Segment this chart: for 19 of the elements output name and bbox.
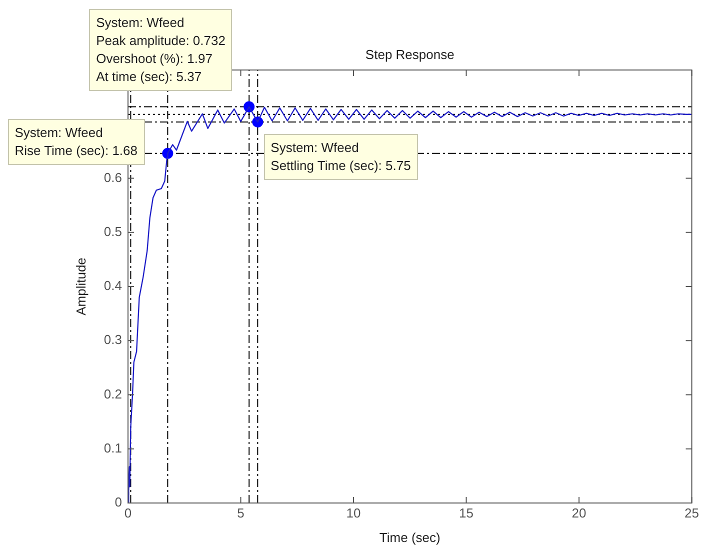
y-tick-label: 0.1 xyxy=(104,440,122,456)
y-axis-title: Amplitude xyxy=(73,258,88,316)
x-tick-label: 10 xyxy=(346,505,361,520)
y-tick-label: 0.4 xyxy=(104,278,122,294)
x-tick-label: 15 xyxy=(459,505,474,520)
y-tick-label: 0.6 xyxy=(104,170,122,185)
x-axis-title: Time (sec) xyxy=(379,530,440,545)
y-tick-label: 0 xyxy=(114,494,122,510)
y-tick-label: 0.5 xyxy=(104,224,122,239)
x-tick-label: 25 xyxy=(684,505,700,520)
annotation: System: Wfeed Settling Time (sec): 5.75 xyxy=(264,134,418,180)
x-tick-label: 5 xyxy=(237,505,244,520)
y-tick-label: 0.2 xyxy=(104,386,122,402)
y-tick-label: 0.3 xyxy=(104,332,122,348)
chart-title: Step Response xyxy=(365,47,454,62)
x-tick-label: 20 xyxy=(572,505,586,520)
annotation: System: Wfeed Peak amplitude: 0.732 Overshoot (%): 1.97 At time (sec): 5.37 xyxy=(89,8,232,91)
annotation: System: Wfeed Rise Time (sec): 1.68 xyxy=(8,119,145,166)
x-tick-label: 0 xyxy=(124,505,132,520)
